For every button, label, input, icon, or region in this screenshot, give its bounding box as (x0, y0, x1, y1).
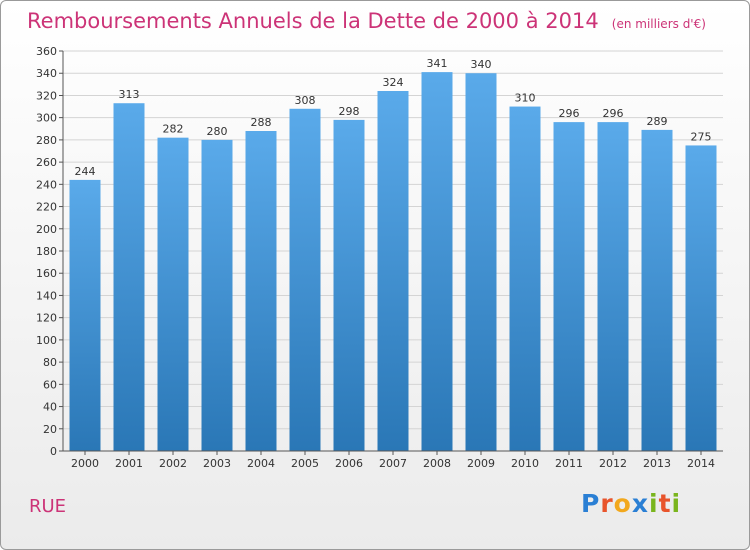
y-tick-label: 220 (36, 201, 57, 214)
axes: 0 20 40 60 80 100 120 140 160 180 200 220 240 260 280 3… (36, 45, 723, 470)
y-tick-label: 280 (36, 134, 57, 147)
logo-letter: P (581, 489, 601, 518)
bar (377, 91, 409, 451)
bar (333, 119, 365, 451)
y-tick-label: 240 (36, 178, 57, 191)
bar-value-label: 308 (295, 94, 316, 107)
bar (113, 103, 145, 451)
bar (641, 129, 673, 451)
y-tick-label: 180 (36, 245, 57, 258)
logo-letter: i (671, 489, 682, 518)
bar-value-label: 296 (603, 107, 624, 120)
y-tick-label: 160 (36, 267, 57, 280)
y-tick-label: 140 (36, 289, 57, 302)
bar (201, 139, 233, 451)
y-tick-label: 0 (50, 445, 57, 458)
bar (685, 145, 717, 451)
x-tick-label: 2012 (599, 457, 627, 470)
bar-value-label: 244 (75, 165, 96, 178)
bar (421, 72, 453, 451)
y-tick-label: 20 (43, 423, 57, 436)
proxiti-logo[interactable]: Proxiti (581, 489, 681, 518)
chart-title: Remboursements Annuels de la Dette de 20… (27, 9, 706, 33)
y-tick-label: 340 (36, 67, 57, 80)
bar (509, 106, 541, 452)
x-tick-label: 2008 (423, 457, 451, 470)
x-tick-label: 2004 (247, 457, 275, 470)
bar (69, 179, 101, 451)
bar (289, 108, 321, 452)
bars (69, 72, 717, 452)
logo-letter: o (613, 489, 632, 518)
x-tick-label: 2011 (555, 457, 583, 470)
bar (245, 131, 277, 451)
commune-name: RUE (29, 496, 67, 517)
x-tick-label: 2014 (687, 457, 715, 470)
chart-unit: (en milliers d'€) (611, 17, 706, 31)
bar-value-label: 340 (471, 58, 492, 71)
logo-letter: r (600, 489, 614, 518)
x-tick-label: 2007 (379, 457, 407, 470)
bar-value-label: 341 (427, 57, 448, 70)
y-tick-label: 100 (36, 334, 57, 347)
x-tick-label: 2002 (159, 457, 187, 470)
value-labels: 244 313 282 280 288 308 298 324 341 340 310 296 296 2… (75, 57, 712, 178)
bar-value-label: 289 (647, 115, 668, 128)
bar-value-label: 282 (163, 123, 184, 136)
y-tick-label: 40 (43, 401, 57, 414)
y-tick-label: 300 (36, 112, 57, 125)
y-tick-label: 320 (36, 89, 57, 102)
y-tick-label: 80 (43, 356, 57, 369)
y-tick-label: 60 (43, 378, 57, 391)
bar-value-label: 280 (207, 125, 228, 138)
bar (553, 122, 585, 451)
y-tick-label: 360 (36, 45, 57, 58)
logo-letter: t (658, 489, 672, 518)
chart-title-text: Remboursements Annuels de la Dette de 20… (27, 9, 599, 33)
bar-value-label: 296 (559, 107, 580, 120)
bar-value-label: 310 (515, 92, 536, 105)
bar (157, 137, 189, 451)
bar (465, 73, 497, 451)
y-tick-label: 200 (36, 223, 57, 236)
x-tick-label: 2013 (643, 457, 671, 470)
logo-letter: i (649, 489, 659, 518)
x-tick-label: 2000 (71, 457, 99, 470)
bar-value-label: 298 (339, 105, 360, 118)
x-tick-label: 2001 (115, 457, 143, 470)
x-tick-label: 2010 (511, 457, 539, 470)
bar-value-label: 313 (119, 88, 140, 101)
x-tick-label: 2006 (335, 457, 363, 470)
bar (597, 122, 629, 451)
x-tick-label: 2009 (467, 457, 495, 470)
x-tick-label: 2003 (203, 457, 231, 470)
x-tick-label: 2005 (291, 457, 319, 470)
bar-value-label: 275 (691, 130, 712, 143)
bar-value-label: 324 (383, 76, 404, 89)
y-tick-label: 120 (36, 312, 57, 325)
bar-value-label: 288 (251, 116, 272, 129)
y-tick-label: 260 (36, 156, 57, 169)
logo-letter: x (631, 489, 649, 518)
